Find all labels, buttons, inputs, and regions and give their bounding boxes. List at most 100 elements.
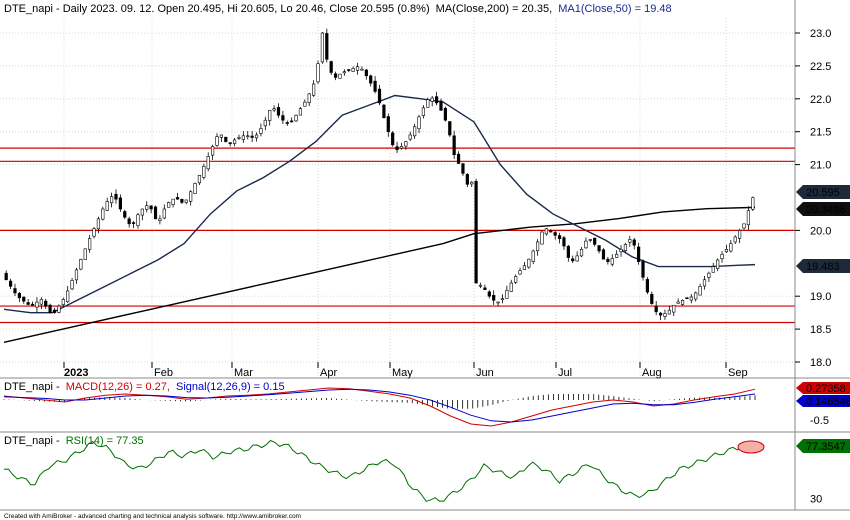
- candle-body: [364, 69, 368, 77]
- candle-body: [263, 119, 267, 127]
- candle-body: [232, 139, 237, 144]
- candle-body: [694, 292, 698, 300]
- value-badge: 19.483: [796, 259, 850, 273]
- candle-body: [641, 260, 645, 278]
- candle-body: [597, 245, 601, 252]
- candle-body: [307, 93, 311, 103]
- y-tick-label: 21.5: [810, 127, 831, 139]
- macd-line: [3, 387, 756, 427]
- candle-body: [720, 253, 724, 259]
- candle-body: [492, 295, 496, 301]
- candle-body: [131, 222, 136, 224]
- x-tick-label: Aug: [642, 367, 662, 379]
- candle-body: [417, 116, 421, 130]
- candle-body: [426, 99, 430, 108]
- candle-body: [180, 198, 184, 203]
- y-tick-label: 22.0: [810, 94, 831, 106]
- candle-body: [421, 107, 426, 116]
- candle-body: [557, 235, 562, 239]
- candle-body: [215, 136, 219, 146]
- candle-body: [483, 287, 487, 290]
- candle-body: [562, 237, 566, 247]
- candle-body: [171, 198, 175, 205]
- candle-body: [544, 228, 548, 235]
- candle-body: [382, 104, 386, 119]
- candle-body: [500, 298, 505, 300]
- candle-body: [680, 300, 685, 305]
- candle-body: [579, 249, 584, 257]
- candle-body: [540, 231, 544, 245]
- candle-body: [48, 304, 52, 313]
- rsi-highlight-ellipse: [737, 440, 765, 454]
- candle-body: [386, 116, 390, 132]
- rsi-header: DTE_napi - RSI(14) = 77.35: [4, 435, 144, 447]
- candle-body: [145, 205, 149, 210]
- candle-body: [74, 269, 79, 281]
- candle-body: [285, 122, 289, 124]
- rsi-badge: 77.3547: [796, 439, 850, 453]
- y-tick-label: 19.0: [810, 291, 831, 303]
- candle-body: [439, 100, 443, 111]
- candle-body: [399, 146, 404, 149]
- candle-body: [593, 237, 597, 245]
- candle-body: [628, 239, 632, 243]
- candle-body: [746, 210, 751, 226]
- candle-body: [575, 255, 579, 262]
- candle-body: [672, 304, 676, 313]
- candle-body: [17, 293, 21, 299]
- candle-body: [391, 132, 395, 146]
- value-badge-label: 20.595: [806, 187, 840, 199]
- candle-body: [162, 208, 166, 219]
- candle-body: [237, 137, 241, 139]
- macd-badge-label: 0.27358: [806, 383, 846, 395]
- candle-body: [298, 108, 303, 116]
- candle-body: [39, 299, 43, 305]
- candle-body: [197, 174, 202, 184]
- candle-body: [268, 110, 272, 121]
- candle-body: [272, 108, 276, 111]
- candle-body: [509, 282, 513, 292]
- candle-body: [35, 301, 39, 308]
- candle-body: [448, 121, 452, 136]
- y-tick-label: 20.0: [810, 225, 831, 237]
- candle-body: [290, 120, 294, 123]
- candle-body: [571, 258, 575, 262]
- value-badge-label: 19.483: [806, 261, 840, 273]
- macd-header: DTE_napi - MACD(12,26) = 0.27, Signal(12…: [4, 381, 285, 393]
- y-tick-label: 22.5: [810, 61, 831, 73]
- candle-body: [136, 214, 140, 226]
- candle-body: [118, 197, 122, 210]
- y-axis-labels: 23.0 22.5 22.0 21.5 21.0 20.0 19.0 18.5 18.0 -0.5…: [795, 28, 831, 506]
- y-tick-label: 23.0: [810, 28, 831, 40]
- candle-body: [588, 239, 592, 241]
- x-tick-label: Jul: [558, 367, 572, 379]
- macd-y-tick-label: -0.5: [810, 415, 829, 427]
- footer-credit: Created with AmiBroker - advanced charti…: [4, 513, 301, 520]
- candle-body: [140, 208, 144, 216]
- candle-body: [689, 296, 693, 301]
- candle-body: [26, 302, 30, 305]
- candle-body: [716, 259, 720, 269]
- value-badge: 20.3496: [796, 202, 850, 216]
- candle-body: [8, 280, 13, 287]
- candle-body: [88, 238, 92, 250]
- candle-body: [566, 245, 570, 258]
- candle-body: [13, 288, 17, 294]
- candle-body: [549, 230, 553, 233]
- x-axis-labels: 2023 Feb Mar Apr May Jun Jul Aug Sep: [64, 367, 748, 379]
- x-tick-label: Mar: [234, 367, 253, 379]
- candle-body: [259, 128, 263, 134]
- candle-body: [276, 107, 281, 116]
- grid: [0, 18, 795, 378]
- candle-body: [685, 297, 689, 299]
- macd-histogram: [3, 394, 756, 409]
- candle-body: [430, 97, 434, 102]
- candle-body: [342, 71, 346, 74]
- candle-body: [320, 32, 325, 63]
- candle-body: [369, 75, 373, 84]
- candle-body: [478, 284, 483, 287]
- candle-body: [325, 33, 329, 60]
- candle-body: [522, 265, 527, 271]
